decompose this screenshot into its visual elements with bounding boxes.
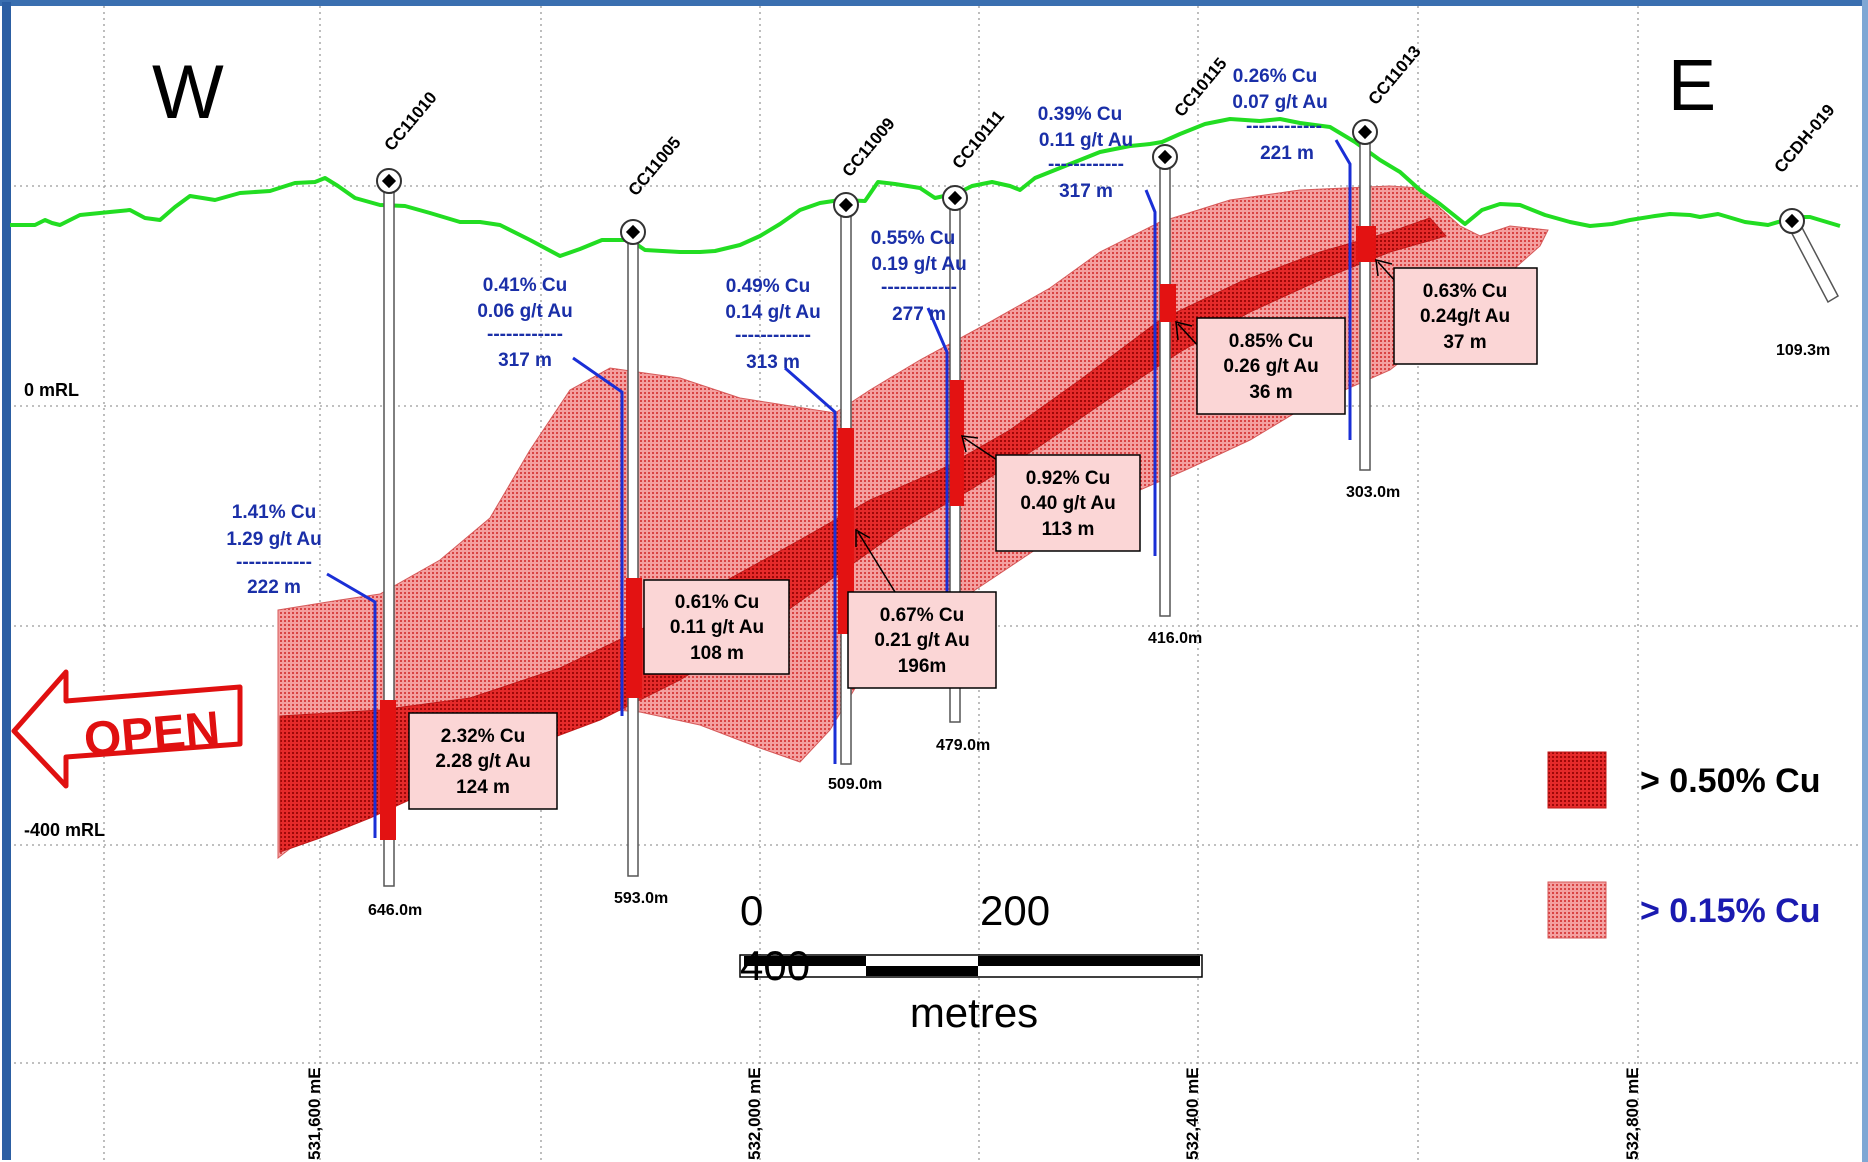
intercept-length: 317 m xyxy=(1059,181,1113,202)
direction-east: E xyxy=(1668,46,1716,126)
intercept-traces xyxy=(326,139,1352,838)
callout-au: 0.24g/t Au xyxy=(1420,306,1510,327)
callout-length: 113 m xyxy=(1042,519,1095,540)
legend-label-high: > 0.50% Cu xyxy=(1640,762,1820,800)
easting-labels: 531,600 mE 532,000 mE 532,400 mE 532,800… xyxy=(305,1067,1642,1160)
callout-au: 2.28 g/t Au xyxy=(435,751,530,772)
callout-cu: 0.67% Cu xyxy=(880,605,964,626)
collar-markers xyxy=(376,119,1805,245)
callout-length: 36 m xyxy=(1249,382,1292,403)
open-label: OPEN xyxy=(82,702,222,767)
callout-au: 0.11 g/t Au xyxy=(670,617,764,638)
intercept-cu: 0.39% Cu xyxy=(1038,104,1122,125)
intercept-dash: ------------ xyxy=(1246,116,1322,137)
hole-depth-label: 479.0m xyxy=(936,737,990,754)
intercept-au: 0.07 g/t Au xyxy=(1232,92,1327,113)
left-edge-bar xyxy=(2,2,11,1160)
intercept-length: 313 m xyxy=(746,352,800,373)
legend-swatch-low xyxy=(1547,881,1607,939)
top-edge-bar xyxy=(0,0,1868,6)
legend: > 0.50% Cu > 0.15% Cu xyxy=(1547,751,1820,939)
scale-mid: 200 xyxy=(980,887,1050,934)
high-grade-callouts: 2.32% Cu 2.28 g/t Au 124 m 0.61% Cu 0.11… xyxy=(408,267,1538,810)
hole-depth-label: 646.0m xyxy=(368,902,422,919)
intercept-au: 0.11 g/t Au xyxy=(1039,130,1133,151)
hole-depth-label: 593.0m xyxy=(614,890,668,907)
intercept-length: 277 m xyxy=(892,304,946,325)
hole-intercept-annotations: 1.41% Cu 1.29 g/t Au ------------ 222 m … xyxy=(226,66,1327,598)
intercept-dash: ------------ xyxy=(487,324,563,345)
callout-cu: 0.61% Cu xyxy=(675,592,759,613)
intercept-dash: ------------ xyxy=(1048,154,1124,175)
callout-au: 0.26 g/t Au xyxy=(1223,356,1318,377)
hole-depth-label: 303.0m xyxy=(1346,484,1400,501)
intercept-length: 221 m xyxy=(1260,143,1314,164)
callout-length: 196m xyxy=(898,656,947,677)
callout-length: 108 m xyxy=(690,643,744,664)
intercept-au: 1.29 g/t Au xyxy=(226,529,321,550)
topography-line xyxy=(10,117,1841,258)
open-arrow: OPEN xyxy=(11,669,243,789)
intercept-au: 0.19 g/t Au xyxy=(871,254,966,275)
rl-label-minus-400: -400 mRL xyxy=(24,820,105,840)
rl-label-zero: 0 mRL xyxy=(24,380,79,400)
legend-label-low: > 0.15% Cu xyxy=(1640,892,1820,930)
callout-cu: 0.85% Cu xyxy=(1229,331,1313,352)
intercept-dash: ------------ xyxy=(236,552,312,573)
intercept-length: 222 m xyxy=(247,577,301,598)
callout-cu: 2.32% Cu xyxy=(441,726,525,747)
hole-depth-label: 416.0m xyxy=(1148,630,1202,647)
legend-swatch-high xyxy=(1547,751,1607,809)
scale-bar: 0 200 400 metres xyxy=(739,887,1203,1036)
easting-label: 531,600 mE xyxy=(305,1067,324,1160)
callout-length: 37 m xyxy=(1443,332,1486,353)
high-grade-envelope xyxy=(279,217,1447,853)
intercept-dash: ------------ xyxy=(881,277,957,298)
intercept-au: 0.14 g/t Au xyxy=(725,302,820,323)
right-edge-bar xyxy=(1862,0,1868,1162)
intercept-au: 0.06 g/t Au xyxy=(477,301,572,322)
intercept-cu: 0.41% Cu xyxy=(483,275,567,296)
callout-box: 0.67% Cu 0.21 g/t Au 196m xyxy=(847,591,997,689)
callout-au: 0.40 g/t Au xyxy=(1020,493,1115,514)
callout-box: 0.85% Cu 0.26 g/t Au 36 m xyxy=(1196,317,1346,415)
easting-label: 532,800 mE xyxy=(1623,1067,1642,1160)
callout-length: 124 m xyxy=(456,777,510,798)
callout-au: 0.21 g/t Au xyxy=(874,630,969,651)
intercept-cu: 0.26% Cu xyxy=(1233,66,1317,87)
callout-cu: 0.92% Cu xyxy=(1026,468,1110,489)
hole-depth-label: 109.3m xyxy=(1776,342,1830,359)
intercept-cu: 0.55% Cu xyxy=(871,228,955,249)
scale-end: 400 xyxy=(740,942,810,989)
scale-zero: 0 xyxy=(740,887,763,934)
callout-box: 0.61% Cu 0.11 g/t Au 108 m xyxy=(643,579,790,675)
intercept-cu: 1.41% Cu xyxy=(232,502,316,523)
intercept-cu: 0.49% Cu xyxy=(726,276,810,297)
easting-label: 532,000 mE xyxy=(745,1067,764,1160)
scale-unit: metres xyxy=(910,989,1038,1036)
intercept-length: 317 m xyxy=(498,350,552,371)
hole-depth-label: 509.0m xyxy=(828,776,882,793)
callout-cu: 0.63% Cu xyxy=(1423,281,1507,302)
intercept-dash: ------------ xyxy=(735,325,811,346)
easting-label: 532,400 mE xyxy=(1183,1067,1202,1160)
callout-box: 2.32% Cu 2.28 g/t Au 124 m xyxy=(408,712,558,810)
callout-box: 0.63% Cu 0.24g/t Au 37 m xyxy=(1393,267,1538,365)
callout-box: 0.92% Cu 0.40 g/t Au 113 m xyxy=(995,454,1141,552)
direction-west: W xyxy=(152,50,224,135)
hole-depths: 646.0m 593.0m 509.0m 479.0m 416.0m 303.0… xyxy=(368,342,1830,919)
